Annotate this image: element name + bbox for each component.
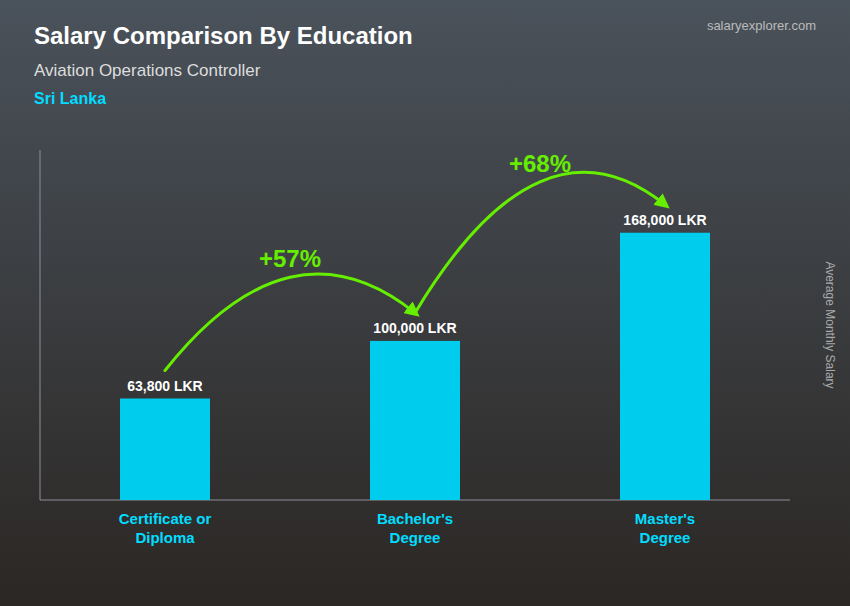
- category-label: Master's Degree: [635, 510, 695, 546]
- category-label: Bachelor's Degree: [377, 510, 453, 546]
- percent-change-label: +57%: [259, 245, 321, 272]
- category-label-line: Bachelor's: [377, 510, 453, 527]
- chart-container: Salary Comparison By Education Aviation O…: [0, 0, 850, 606]
- category-label-line: Certificate or: [119, 510, 212, 527]
- chart-svg: Salary Comparison By Education Aviation O…: [0, 0, 850, 606]
- category-label-line: Master's: [635, 510, 695, 527]
- category-label-line: Degree: [390, 529, 441, 546]
- y-axis-line: [40, 150, 41, 500]
- change-arrow: [415, 172, 665, 313]
- category-label-line: Diploma: [135, 529, 195, 546]
- subtitle: Aviation Operations Controller: [34, 61, 261, 80]
- bar: [370, 341, 460, 500]
- bar: [620, 233, 710, 500]
- change-arrow: [165, 274, 415, 370]
- value-label: 63,800 LKR: [127, 378, 202, 394]
- bar: [120, 399, 210, 501]
- title: Salary Comparison By Education: [34, 22, 413, 49]
- value-label: 100,000 LKR: [373, 320, 456, 336]
- category-label: Certificate or Diploma: [119, 510, 212, 546]
- watermark: salaryexplorer.com: [707, 18, 816, 33]
- category-label-line: Degree: [640, 529, 691, 546]
- background: [0, 0, 850, 606]
- percent-change-label: +68%: [509, 150, 571, 177]
- country-label: Sri Lanka: [34, 90, 106, 107]
- value-label: 168,000 LKR: [623, 212, 706, 228]
- y-axis-label: Average Monthly Salary: [823, 261, 837, 388]
- bars: [120, 233, 710, 500]
